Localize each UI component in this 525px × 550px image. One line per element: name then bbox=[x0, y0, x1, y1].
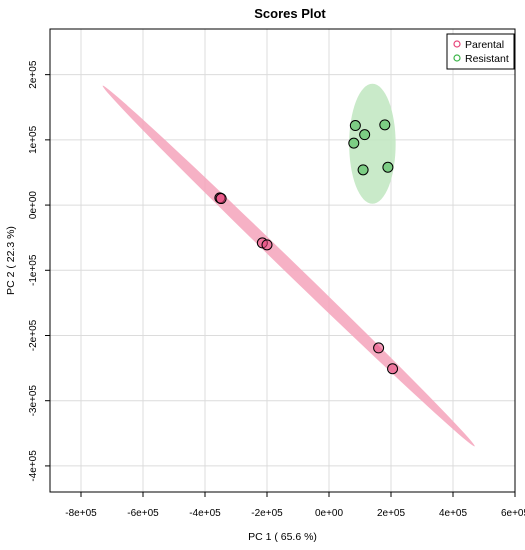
legend-marker-parental bbox=[453, 40, 461, 48]
parental-point-5 bbox=[387, 363, 399, 375]
y-tick-label-6: 2e+05 bbox=[28, 60, 39, 89]
x-axis-ticks: -8e+05 -6e+05 -4e+05 -2e+05 0e+00 2e+05 4e+05 6… bbox=[65, 492, 525, 519]
y-tick-label-4: 0e+00 bbox=[28, 191, 39, 220]
y-tick-label-5: 1e+05 bbox=[28, 125, 39, 154]
x-tick-label-1: -6e+05 bbox=[127, 508, 159, 519]
resistant-point-1 bbox=[379, 119, 391, 131]
y-tick-label-1: -3e+05 bbox=[28, 385, 39, 417]
resistant-point-0 bbox=[349, 120, 361, 132]
parental-point-1 bbox=[215, 193, 227, 205]
y-axis-label: PC 2 ( 22.3 %) bbox=[5, 226, 17, 295]
x-tick-label-4: 0e+00 bbox=[315, 508, 344, 519]
resistant-point-4 bbox=[357, 164, 369, 176]
y-tick-label-3: -1e+05 bbox=[28, 254, 39, 286]
x-tick-label-6: 4e+05 bbox=[439, 508, 468, 519]
parental-point-3 bbox=[261, 239, 273, 251]
parental-point-4 bbox=[373, 342, 385, 354]
legend: Parental Resistant bbox=[446, 33, 515, 70]
x-tick-label-7: 6e+05 bbox=[501, 508, 525, 519]
grid-lines bbox=[50, 29, 516, 492]
plot-frame bbox=[49, 28, 516, 493]
legend-box bbox=[446, 33, 515, 70]
resistant-point-2 bbox=[359, 129, 371, 141]
x-tick-label-3: -2e+05 bbox=[251, 508, 283, 519]
x-tick-label-2: -4e+05 bbox=[189, 508, 221, 519]
x-tick-label-0: -8e+05 bbox=[65, 508, 97, 519]
resistant-point-3 bbox=[348, 137, 360, 149]
y-tick-label-2: -2e+05 bbox=[28, 319, 39, 351]
x-tick-label-5: 2e+05 bbox=[377, 508, 406, 519]
legend-marker-resistant bbox=[453, 54, 461, 62]
resistant-point-5 bbox=[382, 161, 394, 173]
legend-label-resistant: Resistant bbox=[465, 53, 509, 65]
parental-confidence-ellipse bbox=[102, 85, 475, 447]
confidence-ellipses bbox=[102, 83, 475, 447]
chart-title: Scores Plot bbox=[254, 6, 326, 21]
legend-label-parental: Parental bbox=[465, 39, 504, 51]
data-points bbox=[214, 119, 399, 375]
y-axis-ticks: -4e+05 -3e+05 -2e+05 -1e+05 0e+00 1e+05 2e+05 bbox=[28, 60, 50, 482]
x-axis-label: PC 1 ( 65.6 %) bbox=[248, 531, 317, 543]
y-tick-label-0: -4e+05 bbox=[28, 450, 39, 482]
